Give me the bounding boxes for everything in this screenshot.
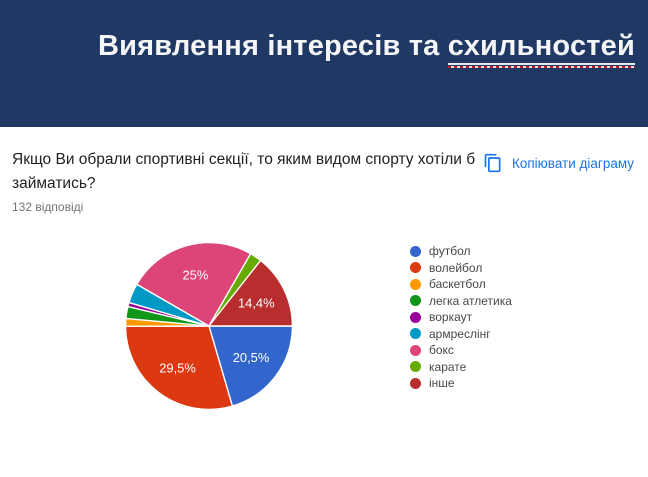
legend-color-dot <box>410 262 421 274</box>
legend-color-dot <box>410 377 421 389</box>
pie-slice-бокс <box>135 241 252 327</box>
legend-item-футбол: футбол <box>410 243 512 260</box>
legend-color-dot <box>410 311 421 323</box>
legend-label: волейбол <box>429 260 483 275</box>
title-underlined-word: схильностей <box>447 30 636 65</box>
legend-color-dot <box>410 295 421 307</box>
chart-legend: футбол волейбол баскетбол легка атлетика вор… <box>410 243 512 392</box>
legend-color-dot <box>410 361 421 373</box>
legend-item-воркаут: воркаут <box>410 309 512 326</box>
legend-color-dot <box>410 344 421 356</box>
legend-label: воркаут <box>429 310 473 325</box>
legend-label: армреслінг <box>429 326 491 341</box>
legend-label: баскетбол <box>429 277 486 292</box>
legend-item-бокс: бокс <box>410 342 512 359</box>
pie-chart: 20,5% 29,5% 25% 14,4% <box>124 241 294 411</box>
copy-button-label: Копіювати діаграму <box>512 155 635 171</box>
pie-slice-label: 20,5% <box>233 350 270 365</box>
copy-chart-button[interactable]: Копіювати діаграму <box>483 153 634 173</box>
legend-item-баскетбол: баскетбол <box>410 276 512 293</box>
pie-slice-волейбол <box>124 325 234 411</box>
legend-label: карате <box>429 359 467 374</box>
legend-color-dot <box>410 245 421 257</box>
legend-label: інше <box>429 376 455 391</box>
pie-slice-label: 29,5% <box>159 360 196 375</box>
legend-label: легка атлетика <box>429 293 512 308</box>
header-band: Виявлення інтересів та схильностей <box>0 0 648 127</box>
question-title: Якщо Ви обрали спортивні секції, то яким… <box>12 151 476 192</box>
pie-chart-container: 20,5% 29,5% 25% 14,4% <box>123 240 295 412</box>
legend-item-армреслінг: армреслінг <box>410 326 512 343</box>
pie-slice-label: 14,4% <box>238 295 275 310</box>
legend-label: футбол <box>429 244 471 259</box>
pie-slice-футбол <box>208 325 294 407</box>
legend-item-волейбол: волейбол <box>410 260 512 277</box>
responses-count: 132 відповіді <box>12 200 84 214</box>
legend-item-карате: карате <box>410 359 512 376</box>
slide-title: Виявлення інтересів та схильностей <box>98 30 643 65</box>
legend-color-dot <box>410 278 421 290</box>
title-text: Виявлення інтересів та <box>98 30 448 62</box>
pie-slice-інше <box>207 259 294 327</box>
legend-label: бокс <box>429 343 454 358</box>
legend-item-легка-атлетика: легка атлетика <box>410 293 512 310</box>
pie-slice-label: 25% <box>183 268 209 283</box>
copy-icon <box>483 153 503 173</box>
legend-color-dot <box>410 328 421 340</box>
legend-item-інше: інше <box>410 375 512 392</box>
